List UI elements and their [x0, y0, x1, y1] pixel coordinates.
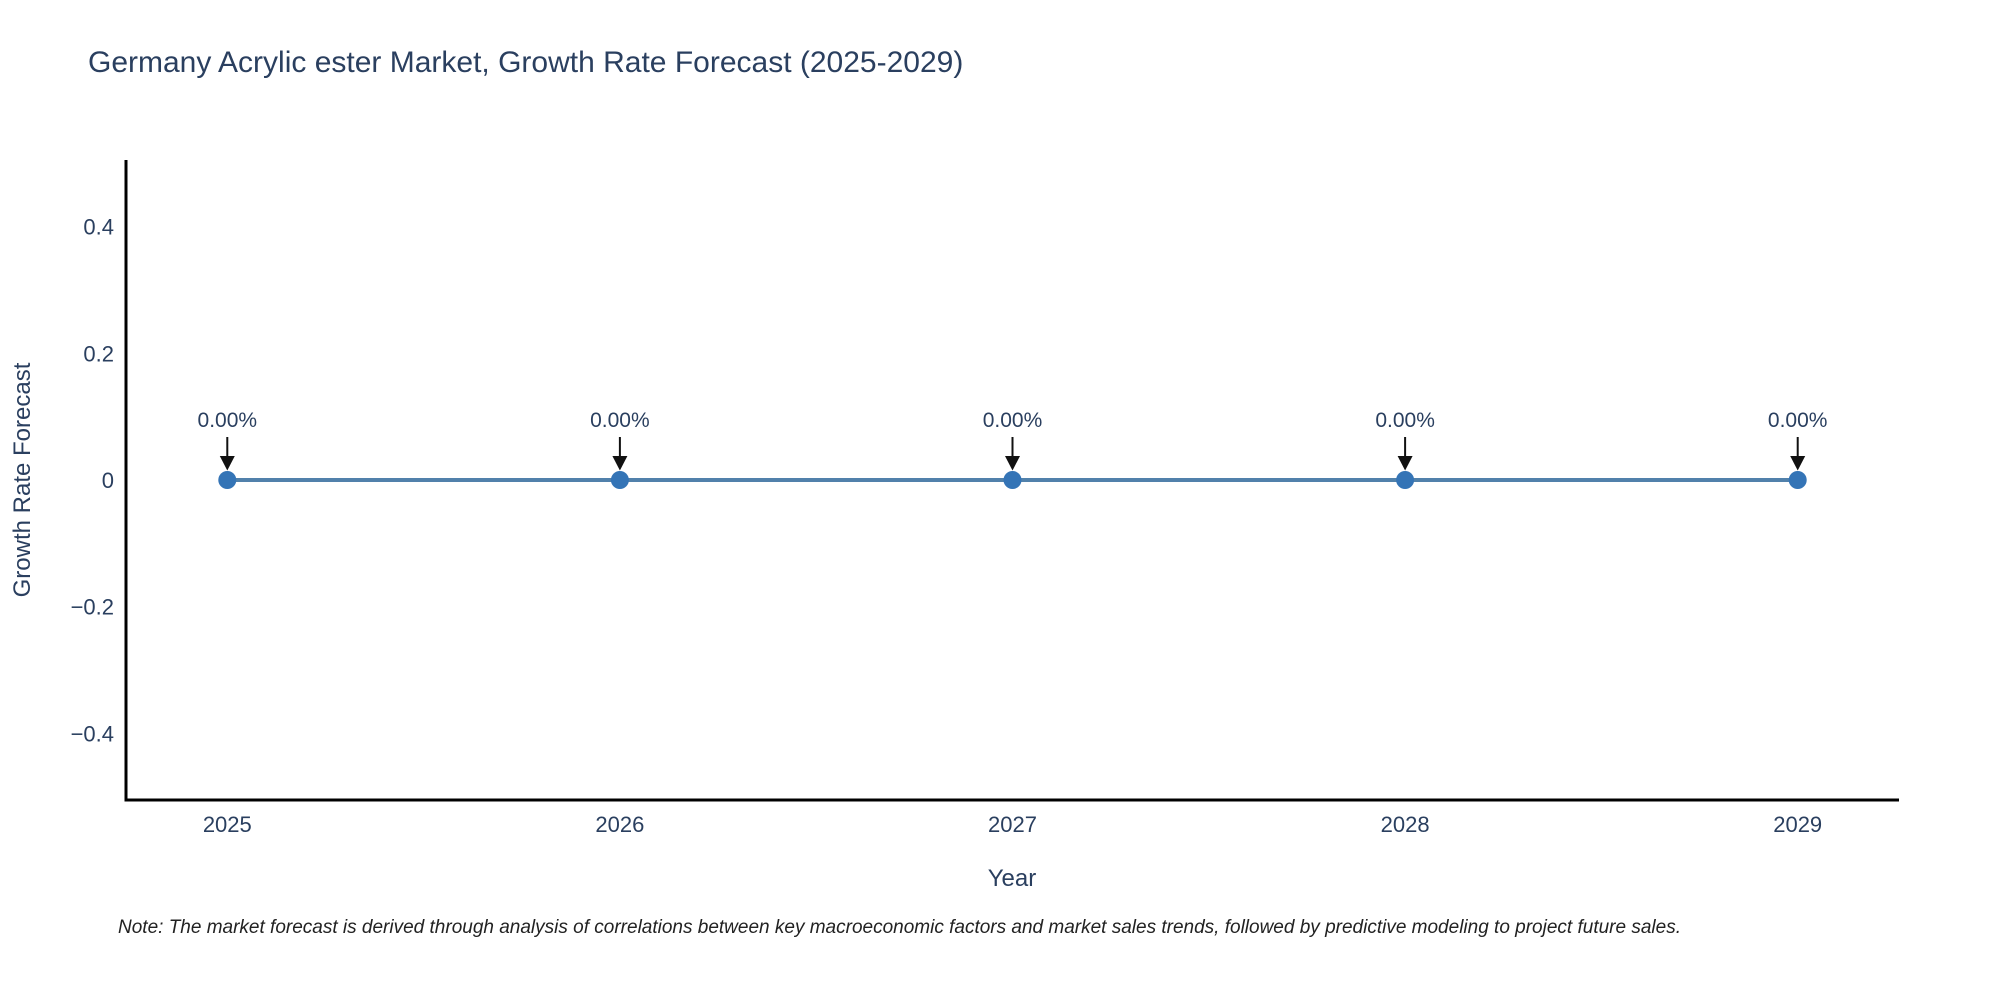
point-annotation: 0.00%	[1375, 409, 1435, 471]
y-tick-label: 0.2	[83, 341, 114, 366]
x-tick-label: 2025	[203, 812, 252, 837]
x-axis-title: Year	[988, 865, 1037, 892]
y-tick-label: −0.4	[71, 721, 114, 746]
chart-title: Germany Acrylic ester Market, Growth Rat…	[88, 46, 964, 79]
x-tick-label: 2029	[1773, 812, 1822, 837]
point-annotation-label: 0.00%	[1768, 409, 1828, 432]
data-point-marker[interactable]	[1788, 471, 1807, 489]
y-tick-label: 0	[102, 468, 114, 493]
annotation-arrow-head-icon	[1790, 456, 1806, 471]
data-point-marker[interactable]	[1003, 471, 1022, 489]
annotation-arrow-head-icon	[1005, 456, 1020, 471]
point-annotation: 0.00%	[590, 409, 650, 471]
annotation-arrow-head-icon	[1397, 456, 1413, 471]
y-tick-label: 0.4	[83, 215, 114, 240]
data-point-marker[interactable]	[1396, 471, 1415, 489]
data-series	[218, 471, 1807, 489]
point-annotation-label: 0.00%	[198, 409, 258, 432]
point-annotation-label: 0.00%	[590, 409, 650, 432]
point-annotation-label: 0.00%	[1375, 409, 1435, 432]
footnote: Note: The market forecast is derived thr…	[118, 917, 1681, 938]
x-tick-label: 2026	[595, 812, 644, 837]
point-annotations: 0.00% 0.00% 0.00% 0.00% 0.00%	[198, 409, 1828, 471]
point-annotation: 0.00%	[1768, 409, 1828, 471]
x-tick-label: 2027	[988, 812, 1037, 837]
data-point-marker[interactable]	[218, 471, 237, 489]
annotation-arrow-head-icon	[612, 456, 628, 471]
annotation-arrow-head-icon	[219, 456, 235, 471]
data-point-marker[interactable]	[610, 471, 629, 489]
y-tick-label: −0.2	[71, 595, 114, 620]
point-annotation: 0.00%	[198, 409, 258, 471]
y-tick-labels: 0.4 0.2 0 −0.2 −0.4	[71, 215, 114, 747]
point-annotation: 0.00%	[983, 409, 1043, 471]
point-annotation-label: 0.00%	[983, 409, 1043, 432]
x-tick-labels: 2025 2026 2027 2028 2029	[203, 812, 1822, 837]
y-axis-title: Growth Rate Forecast	[9, 362, 36, 597]
x-tick-label: 2028	[1381, 812, 1430, 837]
